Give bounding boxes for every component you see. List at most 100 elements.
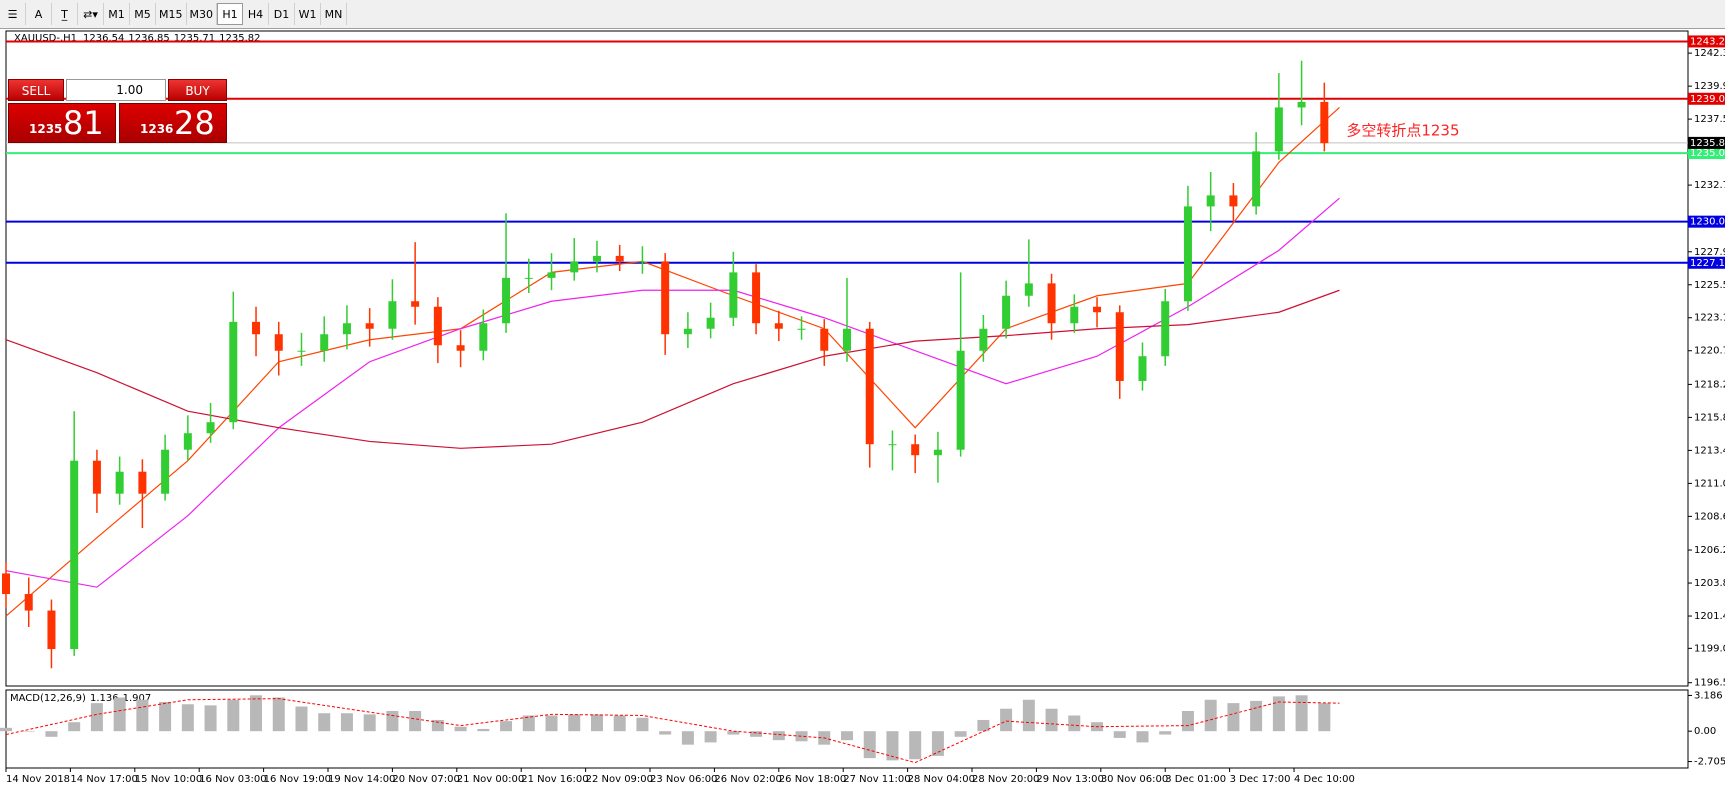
- macd-bar: [1181, 710, 1194, 732]
- x-tick-label: 23 Nov 06:00: [650, 774, 717, 785]
- x-tick-label: 14 Nov 17:00: [70, 774, 137, 785]
- macd-bar: [45, 731, 58, 737]
- candle-body: [774, 323, 783, 329]
- macd-bar: [113, 697, 126, 732]
- candle-body: [888, 444, 897, 446]
- annotation: 多空转折点1235: [1346, 121, 1459, 139]
- candle-body: [1183, 206, 1192, 302]
- macd-y-tick-label: -2.705: [1694, 757, 1725, 768]
- candle-body: [274, 334, 283, 351]
- candle-body: [683, 328, 692, 335]
- candle-body: [206, 422, 215, 434]
- main-frame: [5, 30, 1689, 687]
- candle-body: [1070, 306, 1079, 324]
- macd-bar: [204, 705, 217, 732]
- candle-body: [1002, 295, 1011, 329]
- macd-bar: [681, 731, 694, 745]
- bid-price[interactable]: 1235 81: [8, 103, 116, 143]
- macd-bar: [522, 715, 535, 732]
- candle-body: [638, 261, 647, 263]
- sell-button[interactable]: SELL: [8, 79, 64, 101]
- candle-body: [297, 350, 306, 352]
- macd-bar: [1295, 695, 1308, 732]
- macd-bar: [159, 702, 172, 732]
- candle-body: [1115, 312, 1124, 381]
- macd-bar: [909, 731, 922, 760]
- timeframe-button[interactable]: D1: [269, 3, 295, 25]
- macd-title: MACD(12,26,9): [10, 693, 86, 704]
- timeframe-button[interactable]: MN: [321, 3, 347, 25]
- ask-price[interactable]: 1236 28: [119, 103, 227, 143]
- shape-tool[interactable]: ⇄▾: [78, 3, 104, 25]
- candle-body: [1093, 306, 1102, 313]
- signal-readout: 1.907: [123, 693, 152, 704]
- x-tick-label: 16 Nov 03:00: [199, 774, 266, 785]
- macd-bar: [568, 714, 581, 732]
- macd-bar: [272, 697, 285, 732]
- timeframe-button[interactable]: M1: [104, 3, 130, 25]
- candle-body: [388, 301, 397, 329]
- bid-label: 1235.82: [1690, 138, 1725, 149]
- macd-y-tick-label: 3.186: [1694, 690, 1723, 701]
- timeframe-button[interactable]: M5: [130, 3, 156, 25]
- x-tick-label: 22 Nov 09:00: [586, 774, 653, 785]
- lot-input[interactable]: 1.00: [66, 79, 166, 101]
- macd-bar: [590, 714, 603, 732]
- y-tick-label: 1239.95: [1694, 81, 1725, 92]
- candle-body: [24, 594, 33, 611]
- timeframe-button[interactable]: H1: [217, 3, 243, 25]
- level-line-label: 1239.03: [1690, 94, 1725, 105]
- level-line-tag: [1688, 147, 1725, 160]
- candle-body: [1320, 101, 1329, 144]
- macd-bar: [68, 722, 81, 732]
- macd-bar: [227, 699, 240, 732]
- y-tick-label: 1227.90: [1694, 247, 1725, 258]
- font-button[interactable]: A: [26, 3, 52, 25]
- timeframe-button[interactable]: H4: [243, 3, 269, 25]
- timeframe-button[interactable]: W1: [295, 3, 321, 25]
- macd-bar: [1045, 708, 1058, 732]
- macd-bar: [1000, 708, 1013, 732]
- x-tick-label: 14 Nov 2018: [6, 774, 70, 785]
- symbol: XAUUSD-,H1: [14, 33, 77, 44]
- macd-bar: [1136, 731, 1149, 743]
- candle-body: [1138, 356, 1147, 381]
- level-line-tag: [1688, 215, 1725, 228]
- candle-body: [797, 328, 806, 330]
- candle-body: [47, 610, 56, 650]
- bid-pips: 81: [63, 104, 104, 142]
- candle-body: [479, 323, 488, 351]
- macd-bar: [613, 715, 626, 732]
- candle-body: [115, 471, 124, 494]
- macd-bar: [500, 721, 513, 732]
- text-tool[interactable]: T̲: [52, 3, 78, 25]
- x-tick-label: 21 Nov 00:00: [457, 774, 524, 785]
- x-tick-label: 3 Dec 01:00: [1165, 774, 1226, 785]
- y-tick-label: 1232.75: [1694, 180, 1725, 191]
- menu-icon[interactable]: ☰: [0, 3, 26, 25]
- y-tick-label: 1215.85: [1694, 412, 1725, 423]
- macd-header: MACD(12,26,9) 1.136 1.907: [10, 693, 151, 704]
- macd-bar: [750, 731, 763, 737]
- trade-panel: SELL 1.00 BUY 1235 81 1236 28: [8, 79, 227, 143]
- y-tick-label: 1225.50: [1694, 280, 1725, 291]
- x-tick-label: 3 Dec 17:00: [1230, 774, 1291, 785]
- low-readout: 1235.71: [174, 33, 215, 44]
- macd-bar: [1250, 700, 1263, 732]
- buy-button[interactable]: BUY: [168, 79, 227, 101]
- macd-bar: [954, 731, 967, 737]
- level-line-label: 1243.20: [1690, 36, 1725, 47]
- ask-pips: 28: [174, 104, 215, 142]
- macd-bar: [636, 717, 649, 732]
- candle-body: [1024, 283, 1033, 296]
- macd-bar: [659, 731, 672, 735]
- y-tick-label: 1211.05: [1694, 478, 1725, 489]
- open-readout: 1236.54: [83, 33, 124, 44]
- candle-body: [365, 323, 374, 329]
- timeframe-button[interactable]: M30: [187, 3, 217, 25]
- macd-bar: [136, 699, 149, 732]
- timeframe-button[interactable]: M15: [156, 3, 187, 25]
- macd-bar: [1204, 699, 1217, 732]
- candle-body: [1047, 283, 1056, 324]
